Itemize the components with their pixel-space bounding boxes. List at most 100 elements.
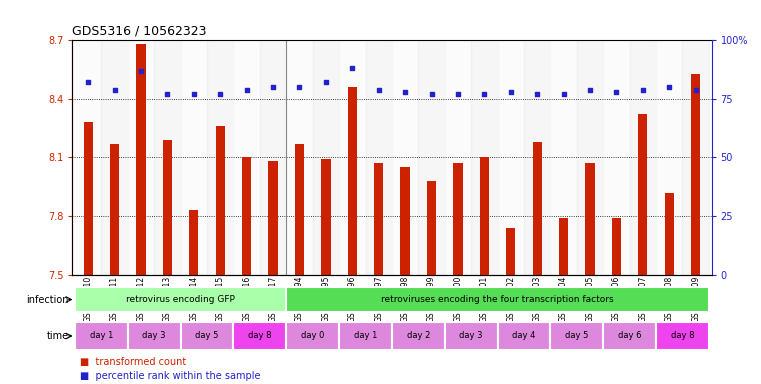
Bar <box>180 322 234 350</box>
Bar <box>75 40 101 275</box>
Bar <box>471 40 498 275</box>
Text: day 0: day 0 <box>301 331 324 341</box>
Point <box>478 91 490 97</box>
Bar <box>128 40 154 275</box>
Bar <box>189 210 199 275</box>
Bar <box>286 322 339 350</box>
Point <box>135 68 147 74</box>
Text: day 6: day 6 <box>618 331 642 341</box>
Bar <box>321 159 330 275</box>
Bar <box>656 40 683 275</box>
Bar <box>444 322 498 350</box>
Bar <box>207 40 234 275</box>
Point <box>240 86 253 93</box>
Point <box>399 89 411 95</box>
Bar <box>603 322 656 350</box>
Bar <box>163 140 172 275</box>
Point <box>161 91 174 97</box>
Point <box>188 91 200 97</box>
Point <box>610 89 622 95</box>
Text: day 1: day 1 <box>90 331 113 341</box>
Bar <box>269 161 278 275</box>
Bar <box>128 322 180 350</box>
Bar <box>533 142 542 275</box>
Point <box>584 86 596 93</box>
Bar <box>603 40 629 275</box>
Bar <box>339 40 365 275</box>
Text: retrovirus encoding GFP: retrovirus encoding GFP <box>126 295 235 304</box>
Bar <box>154 40 180 275</box>
Bar <box>585 163 594 275</box>
Bar <box>180 40 207 275</box>
Point <box>637 86 649 93</box>
Text: retroviruses encoding the four transcription factors: retroviruses encoding the four transcrip… <box>381 295 614 304</box>
Point <box>452 91 464 97</box>
Bar <box>498 40 524 275</box>
Bar <box>638 114 648 275</box>
Point <box>294 84 306 90</box>
Bar <box>550 322 603 350</box>
Bar <box>656 322 709 350</box>
Point <box>373 86 385 93</box>
Point <box>505 89 517 95</box>
Point <box>558 91 570 97</box>
Text: day 3: day 3 <box>142 331 166 341</box>
Point <box>346 65 358 71</box>
Bar <box>454 163 463 275</box>
Bar <box>242 157 251 275</box>
Bar <box>313 40 339 275</box>
Text: day 5: day 5 <box>565 331 588 341</box>
Bar <box>75 322 128 350</box>
Bar <box>506 228 515 275</box>
Text: ■  percentile rank within the sample: ■ percentile rank within the sample <box>80 371 260 381</box>
Text: day 5: day 5 <box>196 331 218 341</box>
Text: day 8: day 8 <box>670 331 694 341</box>
Bar <box>286 287 709 312</box>
Bar <box>444 40 471 275</box>
Point <box>425 91 438 97</box>
Bar <box>392 322 444 350</box>
Bar <box>419 40 444 275</box>
Bar <box>374 163 384 275</box>
Bar <box>348 87 357 275</box>
Text: ■  transformed count: ■ transformed count <box>80 357 186 367</box>
Bar <box>524 40 550 275</box>
Bar <box>427 181 436 275</box>
Bar <box>339 322 392 350</box>
Point <box>267 84 279 90</box>
Bar <box>400 167 409 275</box>
Bar <box>286 40 313 275</box>
Text: day 1: day 1 <box>354 331 377 341</box>
Point <box>663 84 675 90</box>
Bar <box>392 40 419 275</box>
Bar <box>234 40 260 275</box>
Point <box>214 91 226 97</box>
Bar <box>577 40 603 275</box>
Point <box>109 86 121 93</box>
Bar <box>550 40 577 275</box>
Bar <box>498 322 550 350</box>
Point <box>689 86 702 93</box>
Bar <box>234 322 286 350</box>
Bar <box>110 144 119 275</box>
Point <box>82 79 94 86</box>
Bar <box>136 44 145 275</box>
Text: time: time <box>46 331 68 341</box>
Bar <box>75 287 286 312</box>
Text: day 2: day 2 <box>406 331 430 341</box>
Bar <box>683 40 709 275</box>
Bar <box>84 122 93 275</box>
Point <box>531 91 543 97</box>
Text: day 4: day 4 <box>512 331 536 341</box>
Bar <box>365 40 392 275</box>
Bar <box>101 40 128 275</box>
Bar <box>612 218 621 275</box>
Bar <box>664 192 674 275</box>
Bar <box>629 40 656 275</box>
Bar <box>691 73 700 275</box>
Bar <box>215 126 224 275</box>
Text: day 3: day 3 <box>460 331 483 341</box>
Text: infection: infection <box>26 295 68 305</box>
Text: GDS5316 / 10562323: GDS5316 / 10562323 <box>72 25 207 38</box>
Text: day 8: day 8 <box>248 331 272 341</box>
